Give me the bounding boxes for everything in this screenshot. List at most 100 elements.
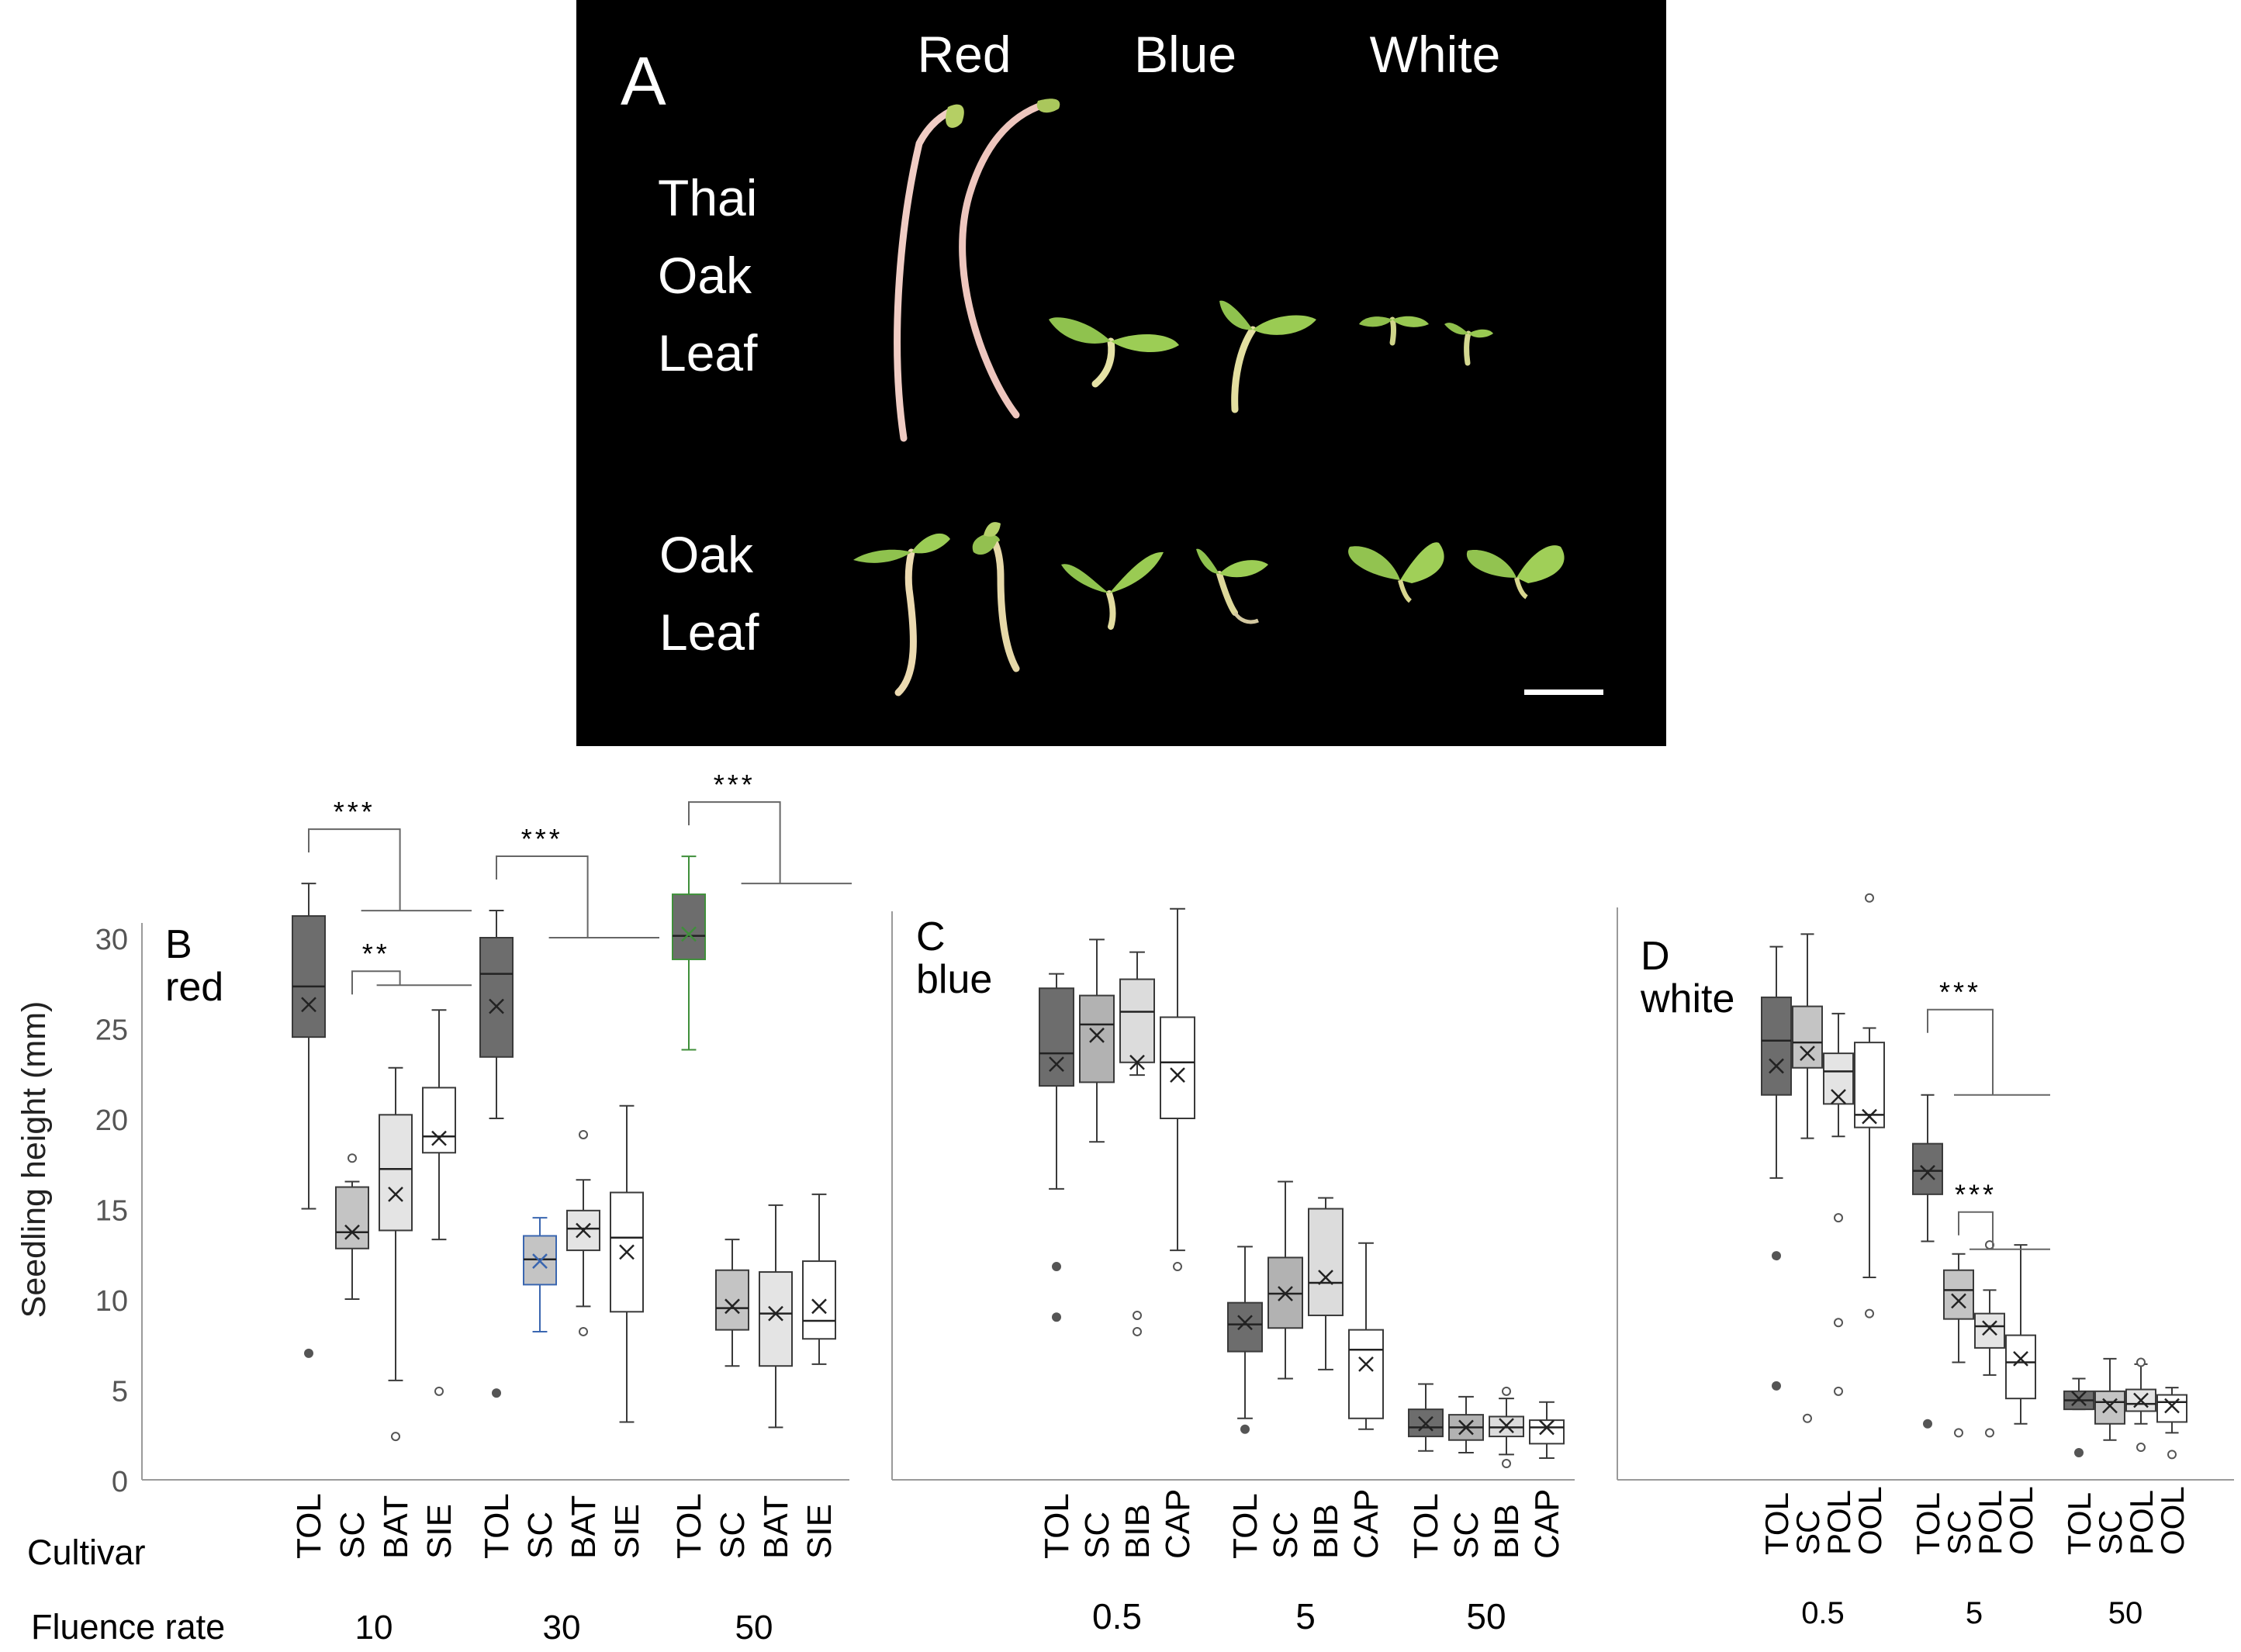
mean-marker bbox=[768, 1305, 783, 1322]
outlier-point bbox=[1834, 1213, 1843, 1223]
mean-marker bbox=[1769, 1058, 1784, 1074]
outlier-point bbox=[2136, 1357, 2146, 1367]
outlier-point bbox=[1834, 1386, 1843, 1396]
seedling-oak-white-1 bbox=[1348, 542, 1444, 603]
significance-label: *** bbox=[1955, 1179, 1997, 1211]
box-tol-10 bbox=[292, 883, 326, 1358]
cultivar-tick-label: CAP bbox=[1159, 1489, 1197, 1559]
outlier-point bbox=[1954, 1428, 1963, 1438]
seedling-oak-blue-2 bbox=[1196, 548, 1268, 624]
cultivar-tick-label: BAT bbox=[377, 1495, 415, 1559]
outlier-point bbox=[1133, 1326, 1142, 1336]
cultivar-tick-label: CAP bbox=[1528, 1489, 1566, 1559]
box-rect bbox=[335, 1186, 369, 1249]
box-rect bbox=[1792, 1005, 1823, 1069]
outlier-point bbox=[1865, 1308, 1874, 1318]
outlier-point bbox=[304, 1348, 313, 1358]
box-sc-30 bbox=[523, 1217, 557, 1332]
fluence-tick-label: 5 bbox=[1295, 1596, 1316, 1636]
box-rect bbox=[292, 915, 326, 1039]
outlier-point bbox=[2167, 1450, 2177, 1460]
box-rect bbox=[1227, 1301, 1263, 1353]
box-ool-0.5 bbox=[1854, 893, 1885, 1318]
cultivar-tick-label: BIB bbox=[1119, 1504, 1157, 1559]
box-sc-50 bbox=[715, 1239, 749, 1367]
seedling-oak-white-2 bbox=[1466, 545, 1565, 600]
outlier-point bbox=[1240, 1424, 1250, 1434]
outlier-point bbox=[1865, 893, 1874, 903]
box-cap-0.5 bbox=[1160, 907, 1195, 1272]
box-rect bbox=[672, 893, 706, 960]
significance-label: *** bbox=[521, 823, 563, 855]
y-axis-ticks: 0 5 10 15 20 25 30 bbox=[95, 924, 128, 1498]
panel-letter: D bbox=[1641, 934, 1670, 979]
fluence-tick-label: 10 bbox=[355, 1609, 393, 1647]
mean-marker bbox=[1418, 1415, 1433, 1432]
box-rect bbox=[715, 1269, 749, 1331]
cultivar-tick-label: TOL bbox=[670, 1493, 708, 1559]
fluence-tick-label: 50 bbox=[2108, 1596, 2143, 1630]
y-tick-label-20: 20 bbox=[95, 1104, 128, 1137]
column-label-red: Red bbox=[917, 26, 1011, 83]
mean-marker bbox=[1458, 1419, 1474, 1436]
box-bat-10 bbox=[379, 1066, 413, 1442]
outlier-point bbox=[1772, 1251, 1781, 1261]
cultivar-tick-label: TOL bbox=[1226, 1493, 1264, 1559]
cultivar-tick-label: SC bbox=[1267, 1512, 1305, 1559]
box-tol-5 bbox=[1912, 1094, 1943, 1429]
mean-marker bbox=[344, 1224, 360, 1240]
mean-marker bbox=[576, 1222, 591, 1239]
fluence-row-label: Fluence rate bbox=[31, 1607, 225, 1647]
y-tick-label-15: 15 bbox=[95, 1195, 128, 1228]
mean-marker bbox=[1089, 1027, 1105, 1043]
row-label-thai-3: Leaf bbox=[658, 324, 758, 382]
row-label-thai-2: Oak bbox=[658, 247, 752, 304]
cultivar-tick-label: BAT bbox=[565, 1495, 603, 1559]
y-tick-label-10: 10 bbox=[95, 1285, 128, 1318]
fluence-tick-label: 5 bbox=[1966, 1596, 1983, 1630]
box-tol-30 bbox=[479, 910, 514, 1398]
mean-marker bbox=[1831, 1089, 1846, 1104]
box-rect bbox=[1761, 996, 1792, 1096]
seedling-thai-blue-1 bbox=[1049, 317, 1179, 388]
seedling-thai-red-2 bbox=[959, 98, 1060, 419]
cultivar-tick-label: OOL bbox=[2154, 1486, 2191, 1555]
outlier-point bbox=[391, 1432, 400, 1442]
y-tick-label-30: 30 bbox=[95, 924, 128, 956]
mean-marker bbox=[1278, 1286, 1293, 1301]
outlier-point bbox=[579, 1326, 588, 1336]
box-rect bbox=[1912, 1142, 1943, 1195]
cultivar-tick-label: SC bbox=[1941, 1510, 1977, 1555]
box-tol-0.5 bbox=[1039, 973, 1074, 1322]
box-tol-0.5 bbox=[1761, 945, 1792, 1391]
cultivar-tick-label: TOL bbox=[478, 1493, 516, 1559]
box-rect bbox=[479, 937, 514, 1058]
outlier-point bbox=[1052, 1312, 1061, 1322]
box-rect bbox=[1160, 1016, 1195, 1120]
cultivar-tick-label: SC bbox=[714, 1512, 752, 1559]
significance-bracket: *** bbox=[1955, 1179, 2050, 1250]
row-label-thai-1: Thai bbox=[658, 169, 757, 226]
mean-marker bbox=[1358, 1356, 1374, 1372]
mean-marker bbox=[619, 1244, 635, 1260]
box-rect bbox=[1348, 1329, 1384, 1419]
mean-marker bbox=[1237, 1315, 1253, 1331]
outlier-point bbox=[1052, 1262, 1061, 1272]
cultivar-tick-label: SC bbox=[334, 1512, 372, 1559]
box-rect bbox=[1039, 987, 1074, 1087]
mean-marker bbox=[1499, 1418, 1514, 1433]
box-rect bbox=[1079, 994, 1115, 1083]
seedling-oak-blue-1 bbox=[1061, 551, 1164, 630]
box-rect bbox=[759, 1271, 793, 1367]
cultivar-tick-label: OOL bbox=[2003, 1486, 2039, 1555]
fluence-tick-label: 50 bbox=[1466, 1596, 1506, 1636]
significance-label: ** bbox=[362, 938, 390, 969]
mean-marker bbox=[1129, 1054, 1145, 1070]
mean-marker bbox=[811, 1298, 827, 1315]
mean-marker bbox=[681, 926, 697, 942]
mean-marker bbox=[431, 1130, 447, 1146]
outlier-point bbox=[2136, 1443, 2146, 1453]
y-tick-label-5: 5 bbox=[112, 1376, 128, 1408]
cultivar-tick-label: TOL bbox=[290, 1493, 328, 1559]
